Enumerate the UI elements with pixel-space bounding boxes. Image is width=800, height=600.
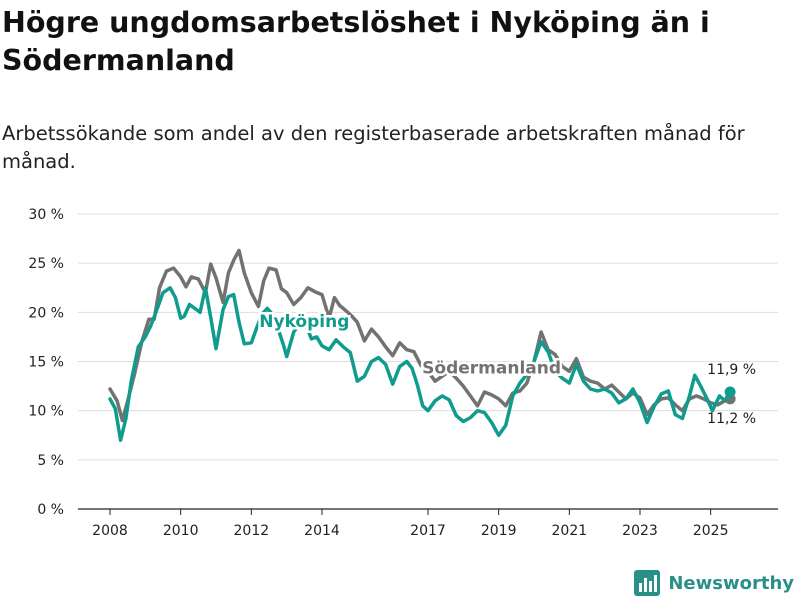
y-tick-label: 25 % xyxy=(28,256,64,272)
series-end-label: 11,2 % xyxy=(707,411,756,427)
y-tick-label: 15 % xyxy=(28,355,64,371)
x-tick-label: 2025 xyxy=(693,523,729,539)
brand: Newsworthy xyxy=(634,569,794,597)
bar-chart-logo-icon xyxy=(634,570,661,596)
series-line-nykoping xyxy=(108,286,732,442)
x-tick-label: 2008 xyxy=(92,523,128,539)
page-subtitle: Arbetssökande som andel av den registerb… xyxy=(2,122,745,173)
series-line-sodermanland xyxy=(108,248,732,423)
series-labels: 11,2 % 11,9 % Nyköping Södermanland xyxy=(257,310,756,427)
x-tick-label: 2021 xyxy=(552,523,588,539)
y-tick-label: 30 % xyxy=(28,207,64,223)
page-title: Högre ungdomsarbetslöshet i Nyköping än … xyxy=(2,6,710,77)
y-tick-label: 20 % xyxy=(28,305,64,321)
x-tick-label: 2012 xyxy=(234,523,270,539)
x-axis-ticks: 2008 2010 2012 2014 2017 2019 2021 2023 2025 xyxy=(92,509,728,539)
x-tick-label: 2014 xyxy=(304,523,340,539)
series-end-label: 11,9 % xyxy=(707,362,756,378)
y-tick-label: 0 % xyxy=(37,502,64,518)
x-tick-label: 2019 xyxy=(481,523,517,539)
brand-name: Newsworthy xyxy=(668,572,794,594)
y-tick-label: 5 % xyxy=(37,453,64,469)
x-tick-label: 2017 xyxy=(410,523,446,539)
y-axis-ticks: 0 % 5 % 10 % 15 % 20 % 25 % 30 % xyxy=(28,207,64,518)
y-tick-label: 10 % xyxy=(28,404,64,420)
line-chart: 0 %5 %10 %15 %20 %25 %30 % 2008 2010 2012 2… xyxy=(28,207,778,539)
inline-series-label: Nyköping xyxy=(259,312,349,332)
series-lines xyxy=(108,248,736,442)
x-tick-label: 2010 xyxy=(163,523,199,539)
inline-series-label: Södermanland xyxy=(422,358,561,378)
series-end-point xyxy=(724,386,736,398)
x-tick-label: 2023 xyxy=(622,523,658,539)
